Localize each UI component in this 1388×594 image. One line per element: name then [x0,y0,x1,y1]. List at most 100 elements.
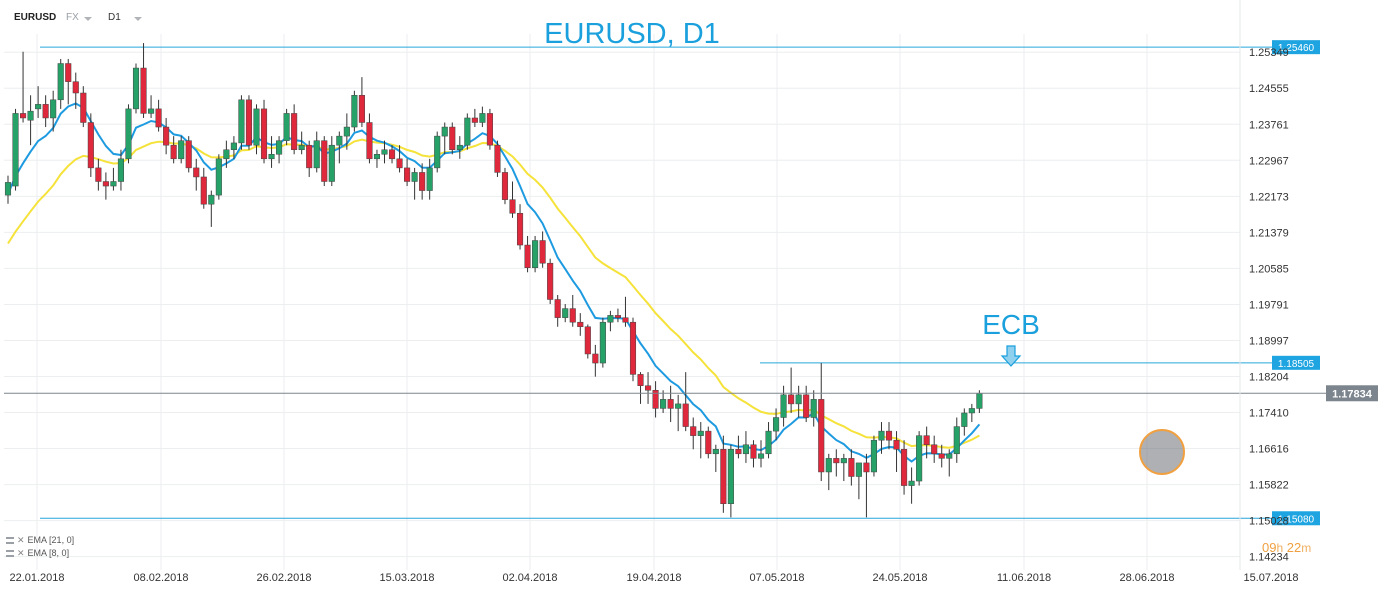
candle-up [870,435,878,477]
x-tick-label: 08.02.2018 [133,572,188,584]
candle-up [57,58,64,109]
candle-down [358,77,365,128]
candle-body [532,240,539,268]
candle-body [87,122,94,169]
candle-body [253,108,260,146]
x-tick-label: 26.02.2018 [256,572,311,584]
candle-body [57,63,64,101]
y-tick-label: 1.18204 [1249,371,1289,383]
candle-up [4,175,12,204]
candle-body [185,140,192,169]
candle-body [178,140,185,160]
legend-item-ema21[interactable]: ✕ EMA [21, 0] [6,535,74,546]
candle-up [855,462,862,500]
y-tick-label: 1.23761 [1249,119,1289,131]
menu-icon[interactable] [6,550,14,558]
y-tick-label: 1.18997 [1249,335,1289,347]
candle-body [855,462,862,477]
candle-down [102,172,109,200]
candle-body [291,113,298,150]
candle-body [110,181,117,187]
candle-body [788,394,795,405]
candle-body [148,108,155,114]
candle-up [27,95,34,146]
candle-body [102,181,109,187]
candle-up [132,63,140,114]
candle-up [253,104,260,155]
candle-down [155,99,162,132]
y-tick-label: 1.19791 [1249,299,1289,311]
candle-down [592,344,599,377]
candle-body [780,394,787,418]
y-tick-label: 1.20585 [1249,263,1289,275]
candle-body [953,426,960,455]
y-tick-label: 1.25349 [1249,47,1289,59]
candle-down [554,294,561,327]
price-label: 1.17834 [1332,388,1373,400]
candle-down [509,181,516,218]
price-axis: 1.25349 1.24555 1.23761 1.22967 1.22173 1.213… [1239,0,1289,570]
candle-down [577,313,584,336]
candle-up [795,385,802,418]
candle-up [35,86,42,118]
candle-up [562,304,569,323]
symbol-label[interactable]: EURUSD [14,12,57,23]
candle-up [178,136,185,164]
chevron-down-icon[interactable] [134,17,142,21]
price-tag [1326,385,1378,402]
candle-body [773,417,780,432]
candle-up [313,131,320,173]
candle-down [245,95,253,150]
candle-body [712,449,719,455]
candle-up [908,467,915,504]
candle-down [705,426,712,459]
timeframe-label[interactable]: D1 [108,12,121,23]
candle-up [946,449,953,477]
candle-down [682,372,689,432]
candle-body [4,182,12,196]
candle-up [607,310,614,332]
candle-body [614,315,621,318]
candle-down [863,453,870,518]
candle-up [148,95,155,118]
candle-body [961,412,968,427]
market-label[interactable]: FX [66,12,79,23]
candle-up [810,390,817,427]
candle-body [351,95,358,128]
current-price-line: 1.17834 [4,385,1378,402]
candle-up [276,136,283,164]
candle-down [637,372,644,404]
candle-up [825,453,832,491]
candle-body [660,399,667,409]
candle-body [35,104,42,110]
horizontal-levels: 1.25460 1.18505 1.15080 [40,40,1320,526]
candle-up [283,108,290,146]
level-label: 1.18505 [1278,359,1315,370]
x-tick-label: 15.03.2018 [379,572,434,584]
menu-icon[interactable] [6,537,14,545]
ema-8-series [7,102,981,463]
candle-body [697,430,704,436]
candle-down [494,140,501,177]
x-tick-label: 07.05.2018 [749,572,804,584]
candle-down [501,167,509,205]
candle-body [117,158,125,182]
candle-up [697,422,704,459]
candle-body [509,199,516,214]
candle-body [343,126,350,137]
close-icon[interactable]: ✕ [17,548,25,558]
candle-down [901,440,908,495]
legend-item-ema8[interactable]: ✕ EMA [8, 0] [6,548,69,559]
candle-down [140,43,147,118]
y-tick-label: 1.22173 [1249,191,1289,203]
close-icon[interactable]: ✕ [17,535,25,545]
candle-body [72,81,79,94]
chevron-down-icon[interactable] [84,17,92,21]
candles [4,43,983,518]
candle-body [562,308,569,318]
ema-21-line [7,138,980,449]
candle-down [87,113,94,177]
candle-body [652,390,659,409]
candle-body [434,135,441,169]
